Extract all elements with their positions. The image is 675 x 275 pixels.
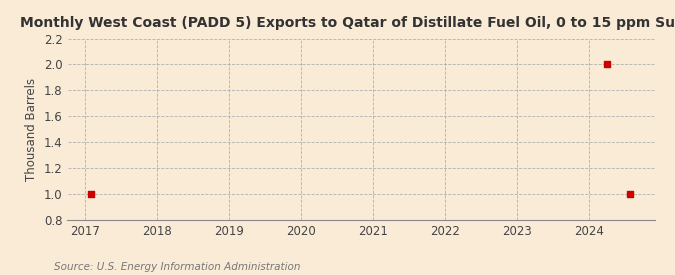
Point: [625, 192, 636, 196]
Title: Monthly West Coast (PADD 5) Exports to Qatar of Distillate Fuel Oil, 0 to 15 ppm: Monthly West Coast (PADD 5) Exports to Q…: [20, 16, 675, 31]
Text: Source: U.S. Energy Information Administration: Source: U.S. Energy Information Administ…: [54, 262, 300, 272]
Point: [601, 62, 612, 67]
Point: [86, 192, 97, 196]
Y-axis label: Thousand Barrels: Thousand Barrels: [26, 78, 38, 181]
